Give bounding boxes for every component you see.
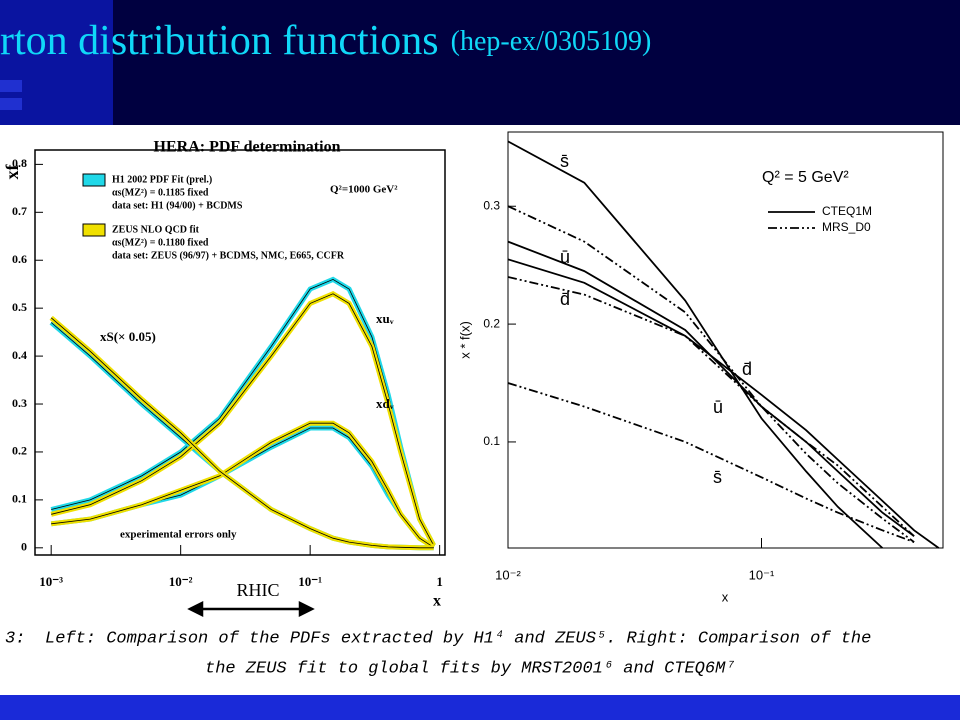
y-label: xf (2, 164, 22, 180)
chart-title: HERA: PDF determination (154, 139, 341, 156)
x-tick-label: 1 (436, 574, 443, 589)
legend-label: ZEUS NLO QCD fit (112, 224, 200, 235)
legend-label: CTEQ1M (822, 204, 872, 218)
curve-label: s̄ (713, 467, 722, 487)
curve-label: d̄ (742, 359, 752, 379)
y-tick-label: 0.1 (12, 492, 27, 506)
caption-line: the ZEUS fit to global fits by MRST2001⁶… (205, 659, 736, 678)
header-deco (0, 98, 22, 110)
y-tick-label: 0.4 (12, 348, 27, 362)
curve (507, 140, 884, 549)
curve-label: xS(× 0.05) (100, 329, 156, 344)
x-tick-label: 10⁻¹ (298, 574, 322, 589)
curve-label: ū (713, 397, 723, 417)
curve-label: xdᵥ (376, 396, 394, 411)
curve (507, 205, 915, 543)
title-main: rton distribution functions (0, 18, 439, 64)
curve (507, 382, 915, 543)
annotation: RHIC (236, 580, 279, 600)
slide-title: rton distribution functions (hep-ex/03051… (0, 18, 651, 64)
header-deco (0, 80, 22, 92)
curve-edge (50, 317, 434, 549)
right-frame (507, 131, 944, 549)
y-tick-label: 0.1 (483, 434, 500, 448)
annotation: Q² = 5 GeV² (762, 169, 849, 186)
y-tick-label: 0.2 (12, 444, 27, 458)
legend-detail: αs(MZ²) = 0.1185 fixed (112, 187, 209, 198)
curve-label: d̄ (560, 289, 570, 309)
header-band (0, 0, 960, 125)
y-tick-label: 0.5 (12, 300, 27, 314)
x-label: x (722, 589, 729, 604)
y-tick-label: 0.7 (12, 204, 27, 218)
curve-edge (51, 293, 435, 546)
curve-label: xuᵥ (376, 311, 394, 326)
legend-detail: data set: ZEUS (96/97) + BCDMS, NMC, E66… (112, 250, 345, 261)
title-ref: (hep-ex/0305109) (451, 26, 652, 57)
rhic-arrow (187, 600, 315, 618)
y-tick-label: 0.3 (483, 198, 500, 212)
curve-label: ū (560, 247, 570, 267)
x-tick-label: 10⁻¹ (749, 567, 775, 582)
y-tick-label: 0.3 (12, 396, 27, 410)
legend-swatch (82, 173, 106, 187)
y-tick-label: 0 (21, 540, 27, 554)
curve (507, 240, 915, 537)
curve-label: s̄ (560, 151, 569, 171)
x-label: x (433, 593, 441, 610)
legend-swatch (82, 223, 106, 237)
left-frame (34, 149, 446, 556)
curve (507, 258, 940, 549)
x-tick-label: 10⁻² (495, 567, 521, 582)
caption-number: 3: (5, 629, 25, 648)
curve-edge (51, 422, 434, 548)
y-label: x * f(x) (457, 321, 472, 359)
legend-label: H1 2002 PDF Fit (prel.) (112, 174, 212, 185)
footer-band (0, 695, 960, 720)
legend-detail: αs(MZ²) = 0.1180 fixed (112, 237, 209, 248)
legend-label: MRS_D0 (822, 220, 871, 234)
annotation: Q²=1000 GeV² (330, 184, 398, 196)
x-tick-label: 10⁻³ (39, 574, 63, 589)
y-tick-label: 0.2 (483, 316, 500, 330)
x-tick-label: 10⁻² (169, 574, 193, 589)
caption-line: Left: Comparison of the PDFs extracted b… (45, 629, 871, 648)
legend-detail: data set: H1 (94/00) + BCDMS (112, 200, 243, 211)
curve (507, 276, 915, 537)
y-tick-label: 0.8 (12, 156, 27, 170)
annotation: experimental errors only (120, 529, 237, 541)
y-tick-label: 0.6 (12, 252, 27, 266)
